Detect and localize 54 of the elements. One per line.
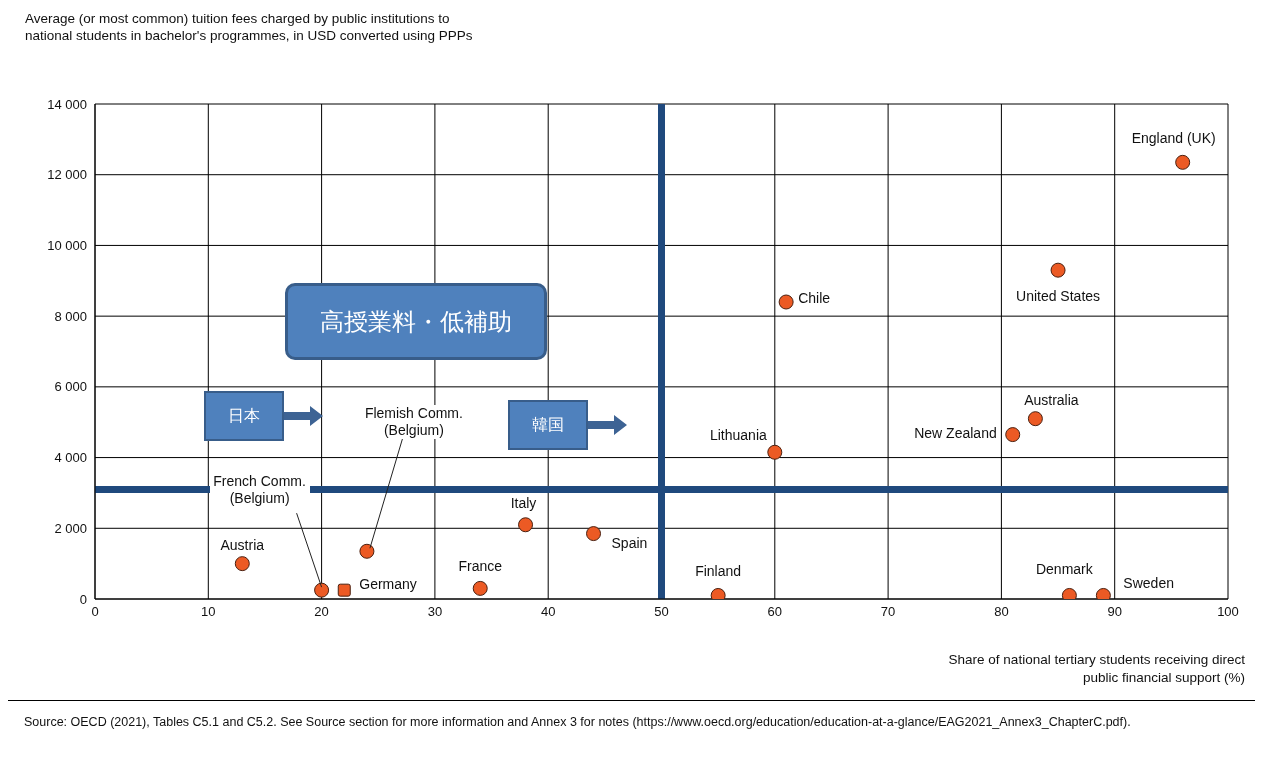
x-tick-label: 60	[767, 604, 783, 620]
annotation: Flemish Comm. (Belgium)	[363, 405, 464, 440]
point	[767, 444, 783, 460]
annotation: Lithuania	[708, 426, 767, 444]
x-tick-label: 90	[1107, 604, 1122, 620]
point	[518, 517, 534, 533]
point	[1175, 154, 1191, 170]
annotation: United States	[1015, 287, 1102, 305]
y-tick-label: 8 000	[54, 308, 87, 324]
x-tick-label: 70	[880, 604, 896, 620]
annotation: Sweden	[1123, 574, 1175, 592]
annotation: Chile	[798, 289, 832, 307]
source-note: Source: OECD (2021), Tables C5.1 and C5.2. See Source section for more information and Annex 3 for notes (https://www.oecd.org/education/education-at-a-glance/EAG2021_Annex3_ChapterC.pdf).	[8, 700, 1255, 743]
annotation: New Zealand	[913, 424, 997, 442]
y-tick-label: 2 000	[54, 520, 87, 536]
y-axis-title: Average (or most common) tuition fees charged by public institutions to national students in bachelor's programmes, in USD converted using PPPs	[25, 10, 474, 44]
point	[359, 543, 375, 559]
annotation: Australia	[1023, 391, 1080, 409]
y-tick-label: 14 000	[47, 96, 87, 112]
annotation: Austria	[219, 536, 266, 554]
point	[337, 583, 351, 597]
point	[472, 580, 488, 596]
x-tick-label: 50	[654, 604, 669, 620]
point	[234, 556, 250, 572]
y-tick-label: 10 000	[47, 238, 87, 254]
x-axis-title: Share of national tertiary students receiving direct public financial support (%)	[947, 651, 1245, 687]
annotation: France	[457, 557, 503, 575]
point	[586, 526, 602, 542]
annotation: Germany	[359, 575, 418, 593]
annotation: 高授業料・低補助	[285, 283, 547, 360]
x-tick-label: 80	[994, 604, 1009, 620]
annotation: Spain	[611, 534, 649, 552]
x-tick-label: 0	[91, 604, 99, 620]
annotation: Italy	[509, 494, 538, 512]
y-tick-label: 12 000	[47, 167, 87, 183]
x-tick-label: 100	[1217, 604, 1239, 620]
point	[314, 582, 330, 598]
annotation: French Comm. (Belgium)	[209, 473, 310, 508]
annotation: Finland	[694, 562, 743, 580]
x-tick-label: 20	[314, 604, 329, 620]
annotation: England (UK)	[1130, 129, 1217, 147]
y-tick-label: 6 000	[54, 379, 87, 395]
x-tick-label: 30	[427, 604, 443, 620]
annotation: 韓国	[508, 400, 588, 450]
y-tick-label: 0	[79, 591, 87, 607]
y-tick-label: 4 000	[54, 450, 87, 466]
annotation: 日本	[204, 391, 284, 441]
point	[1050, 262, 1066, 278]
x-tick-label: 40	[540, 604, 556, 620]
point	[1005, 427, 1021, 443]
point	[778, 294, 794, 310]
annotation: Denmark	[1035, 560, 1093, 577]
point	[1027, 411, 1043, 427]
x-tick-label: 10	[201, 604, 216, 620]
